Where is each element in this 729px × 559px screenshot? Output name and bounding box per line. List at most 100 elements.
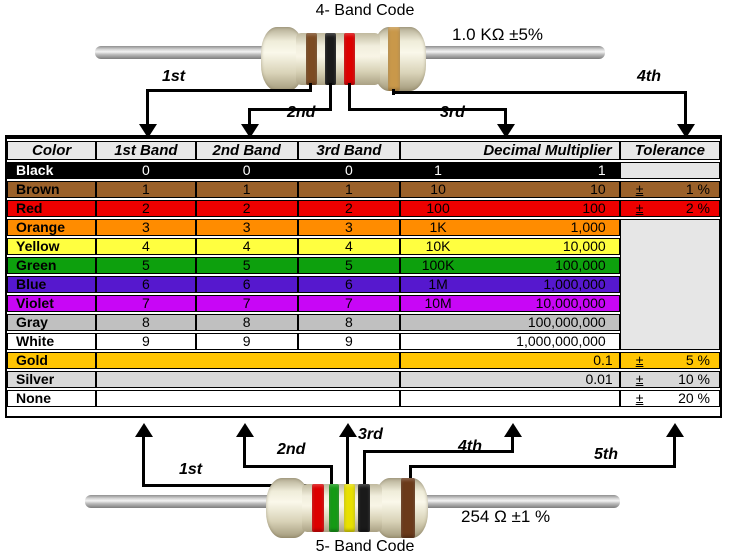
digit-cell: 1 [297,181,401,198]
color-name: Brown [7,181,97,198]
digit-cell: 0 [96,162,196,179]
digit-cell: 4 [297,238,401,255]
arrow-label-3rd: 3rd [440,104,465,121]
tolerance-cell: ±10 % [619,371,720,388]
digit-cell: 0 [195,162,298,179]
table-row-gold: Gold 0.1 ±5 % [7,352,720,369]
digit-cell: 7 [195,295,298,312]
band-red-3rd [344,33,355,85]
digit-cell: 0 [297,162,401,179]
multiplier-cell: 10M 10,000,000 [400,295,620,312]
color-name: Silver [7,371,97,388]
table-row-silver: Silver 0.01 ±10 % [7,371,720,388]
color-code-table: Color 1st Band 2nd Band 3rd Band Decimal… [5,135,722,418]
color-name: Orange [7,219,97,236]
arrowhead-up-icon [666,423,684,437]
table-row-green: Green 5 5 5 100K 100,000 [7,257,720,274]
table-row-violet: Violet 7 7 7 10M 10,000,000 [7,295,720,312]
digit-cell: 4 [195,238,298,255]
multiplier-cell: 0.01 [400,371,620,388]
table-row-red: Red 2 2 2 100 100 ±2 % [7,200,720,217]
digit-cell: 9 [297,333,401,350]
color-name: White [7,333,97,350]
header-tolerance: Tolerance [619,141,720,160]
multiplier-cell [400,390,620,407]
digit-cell: 2 [297,200,401,217]
multiplier-cell: 0.1 [400,352,620,369]
digit-cell: 9 [195,333,298,350]
arrowhead-down-icon [139,124,157,138]
four-band-value: 1.0 KΩ ±5% [452,25,544,44]
header-1st-band: 1st Band [96,141,196,160]
arrow-label-2nd: 2nd [277,441,306,458]
arrowhead-down-icon [241,124,259,138]
header-2nd-band: 2nd Band [195,141,298,160]
table-row-blue: Blue 6 6 6 1M 1,000,000 [7,276,720,293]
color-name: None [7,390,97,407]
digit-cell: 2 [195,200,298,217]
merged-band-cell [96,390,401,407]
multiplier-cell: 10 10 [400,181,620,198]
arrowhead-up-icon [135,423,153,437]
table-row-none: None ±20 % [7,390,720,407]
digit-cell: 5 [195,257,298,274]
arrow-label-1st: 1st [162,68,186,85]
table-row-brown: Brown 1 1 1 10 10 ±1 % [7,181,720,198]
multiplier-cell: 10K 10,000 [400,238,620,255]
band-red-1st [312,484,324,532]
header-3rd-band: 3rd Band [297,141,401,160]
digit-cell: 6 [297,276,401,293]
tolerance-cell: ±2 % [619,200,720,217]
table-row-orange: Orange 3 3 3 1K 1,000 [7,219,720,350]
tolerance-empty-merged-cell [619,219,720,350]
arrow-label-3rd: 3rd [358,426,383,443]
band-green-2nd [329,484,339,532]
digit-cell: 7 [96,295,196,312]
band-yellow-3rd [344,484,355,532]
arrow-label-2nd: 2nd [287,104,316,121]
tolerance-cell: ±1 % [619,181,720,198]
arrow-label-1st: 1st [179,461,203,478]
arrow-label-5th: 5th [594,446,618,463]
band-brown-5th [401,478,415,538]
digit-cell: 2 [96,200,196,217]
four-band-title: 4- Band Code [315,2,415,19]
digit-cell: 8 [195,314,298,331]
multiplier-cell: 100K 100,000 [400,257,620,274]
digit-cell: 6 [96,276,196,293]
digit-cell: 1 [195,181,298,198]
multiplier-cell: 100 100 [400,200,620,217]
tolerance-cell [619,162,720,179]
digit-cell: 1 [96,181,196,198]
band-black-4th [358,484,370,532]
table-row-white: White 9 9 9 1,000,000,000 [7,333,720,350]
arrowhead-up-icon [339,423,357,437]
digit-cell: 3 [96,219,196,236]
arrowhead-down-icon [677,124,695,138]
band-black-2nd [325,33,336,85]
arrowhead-down-icon [497,124,515,138]
color-name: Violet [7,295,97,312]
color-name: Gold [7,352,97,369]
multiplier-cell: 1K 1,000 [400,219,620,236]
arrowhead-up-icon [504,423,522,437]
multiplier-cell: 100,000,000 [400,314,620,331]
color-name: Yellow [7,238,97,255]
five-band-value: 254 Ω ±1 % [461,507,551,526]
arrowhead-up-icon [236,423,254,437]
table-row-gray: Gray 8 8 8 100,000,000 [7,314,720,331]
digit-cell: 8 [96,314,196,331]
digit-cell: 5 [96,257,196,274]
digit-cell: 4 [96,238,196,255]
header-color: Color [7,141,97,160]
digit-cell: 6 [195,276,298,293]
digit-cell: 3 [195,219,298,236]
band-gold-4th [388,27,400,91]
tolerance-cell: ±5 % [619,352,720,369]
merged-band-cell [96,352,401,369]
table-header-row: Color 1st Band 2nd Band 3rd Band Decimal… [7,141,720,160]
color-name: Blue [7,276,97,293]
tolerance-cell: ±20 % [619,390,720,407]
